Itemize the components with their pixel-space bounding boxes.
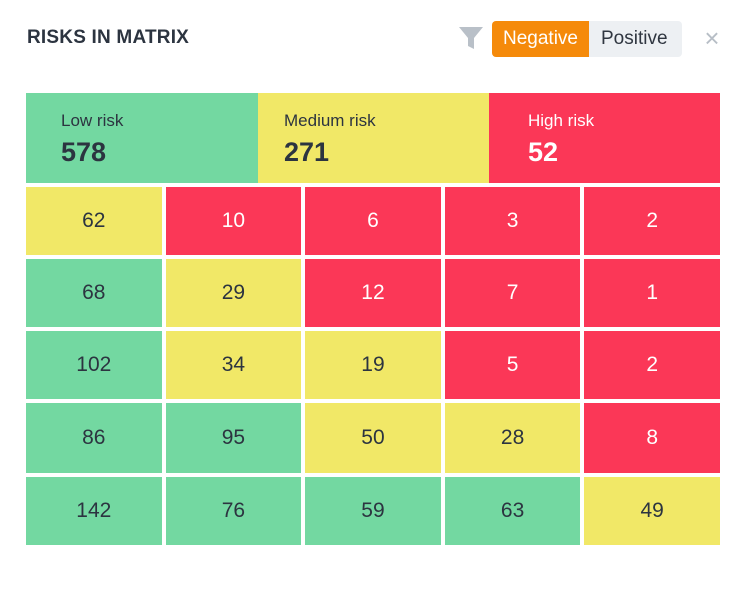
summary-count: 271 xyxy=(284,137,330,167)
summary-high-risk[interactable]: High risk 52 xyxy=(489,93,720,183)
summary-medium-risk[interactable]: Medium risk 271 xyxy=(258,93,489,183)
matrix-cell[interactable]: 49 xyxy=(584,477,720,545)
summary-low-risk[interactable]: Low risk 578 xyxy=(26,93,258,183)
matrix-row: 62 10 6 3 2 xyxy=(26,187,720,255)
matrix-row: 68 29 12 7 1 xyxy=(26,259,720,327)
matrix-row: 142 76 59 63 49 xyxy=(26,477,720,545)
matrix-cell[interactable]: 29 xyxy=(165,259,302,327)
positive-toggle-button[interactable]: Positive xyxy=(589,21,682,57)
matrix-cell[interactable]: 3 xyxy=(444,187,581,255)
page-title: RISKS IN MATRIX xyxy=(27,27,190,48)
matrix-cell[interactable]: 2 xyxy=(584,331,720,399)
summary-count: 578 xyxy=(61,137,107,167)
negative-toggle-button[interactable]: Negative xyxy=(492,21,589,57)
summary-label: Medium risk xyxy=(284,111,376,130)
matrix-cell[interactable]: 8 xyxy=(584,403,720,473)
summary-label: Low risk xyxy=(61,111,124,130)
summary-count: 52 xyxy=(528,137,559,167)
matrix-cell[interactable]: 7 xyxy=(444,259,581,327)
matrix-cell[interactable]: 59 xyxy=(305,477,441,545)
matrix-cell[interactable]: 76 xyxy=(165,477,302,545)
matrix-cell[interactable]: 6 xyxy=(305,187,441,255)
matrix-cell[interactable]: 28 xyxy=(444,403,581,473)
matrix-cell[interactable]: 95 xyxy=(165,403,302,473)
matrix-cell[interactable]: 12 xyxy=(305,259,441,327)
summary-label: High risk xyxy=(528,111,595,130)
matrix-cell[interactable]: 10 xyxy=(165,187,302,255)
matrix-cell[interactable]: 102 xyxy=(26,331,162,399)
risk-summary: Low risk 578 Medium risk 271 High risk 5… xyxy=(26,93,720,183)
matrix-cell[interactable]: 68 xyxy=(26,259,162,327)
matrix-row: 102 34 19 5 2 xyxy=(26,331,720,399)
matrix-cell[interactable]: 1 xyxy=(584,259,720,327)
matrix-cell[interactable]: 34 xyxy=(165,331,302,399)
risk-matrix: 62 10 6 3 2 68 29 12 7 1 102 34 19 5 2 8… xyxy=(26,187,720,549)
matrix-cell[interactable]: 19 xyxy=(305,331,441,399)
close-icon[interactable]: × xyxy=(704,23,720,53)
matrix-cell[interactable]: 50 xyxy=(305,403,441,473)
polarity-toggle: Negative Positive xyxy=(492,21,682,57)
matrix-cell[interactable]: 63 xyxy=(444,477,581,545)
matrix-cell[interactable]: 86 xyxy=(26,403,162,473)
matrix-row: 86 95 50 28 8 xyxy=(26,403,720,473)
matrix-cell[interactable]: 5 xyxy=(444,331,581,399)
matrix-cell[interactable]: 2 xyxy=(584,187,720,255)
filter-icon[interactable] xyxy=(457,24,485,52)
matrix-cell[interactable]: 62 xyxy=(26,187,162,255)
matrix-cell[interactable]: 142 xyxy=(26,477,162,545)
